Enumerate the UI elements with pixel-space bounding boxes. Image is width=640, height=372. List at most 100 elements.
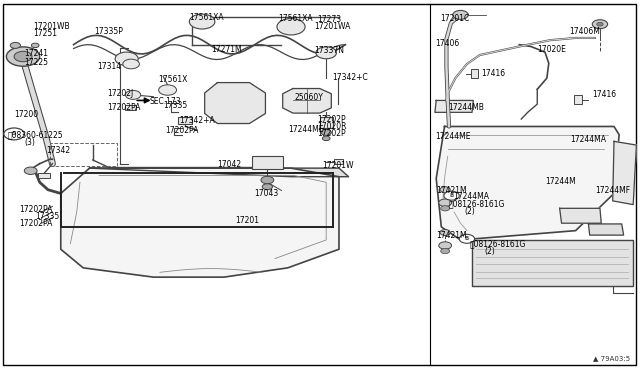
Text: ▲ 79A03:5: ▲ 79A03:5: [593, 355, 630, 361]
Circle shape: [460, 234, 475, 243]
Circle shape: [123, 59, 140, 69]
Circle shape: [262, 184, 273, 190]
Circle shape: [321, 129, 332, 135]
Text: 17201C: 17201C: [440, 14, 469, 23]
Text: 17314: 17314: [97, 62, 122, 71]
Polygon shape: [90, 168, 349, 177]
Text: 17244ME: 17244ME: [435, 132, 470, 141]
Text: 17201: 17201: [236, 216, 259, 225]
Text: Ⓢ08360-61225: Ⓢ08360-61225: [8, 130, 63, 139]
Circle shape: [440, 187, 451, 193]
Circle shape: [24, 167, 37, 174]
Polygon shape: [559, 208, 601, 223]
Text: 17202P: 17202P: [317, 129, 346, 138]
Circle shape: [441, 206, 450, 211]
Polygon shape: [283, 89, 332, 113]
Circle shape: [4, 128, 24, 140]
Text: B: B: [449, 193, 454, 198]
Text: 17244MA: 17244MA: [453, 192, 489, 201]
Text: 17416: 17416: [592, 90, 616, 99]
Text: (2): (2): [465, 207, 475, 216]
Circle shape: [444, 191, 460, 200]
Circle shape: [323, 136, 330, 141]
Polygon shape: [435, 100, 474, 112]
Text: 17335: 17335: [163, 101, 188, 110]
Polygon shape: [588, 224, 623, 235]
Text: 17342+C: 17342+C: [333, 73, 369, 82]
Circle shape: [277, 19, 305, 35]
Polygon shape: [61, 168, 339, 277]
Circle shape: [159, 85, 177, 95]
Text: 17244MA: 17244MA: [570, 135, 607, 144]
Text: 17202J: 17202J: [108, 89, 134, 98]
Text: 17342+A: 17342+A: [179, 116, 215, 125]
Text: 17241: 17241: [24, 49, 48, 58]
Text: B: B: [465, 236, 469, 241]
Text: 17421M: 17421M: [436, 186, 467, 195]
Text: 17201WA: 17201WA: [315, 22, 351, 31]
Text: 17271M: 17271M: [211, 45, 242, 54]
Text: 17202P: 17202P: [317, 115, 346, 124]
Text: 17020E: 17020E: [537, 45, 566, 54]
Text: 17244ME: 17244ME: [288, 125, 323, 134]
Text: 17342: 17342: [46, 146, 70, 155]
Circle shape: [439, 199, 452, 206]
Bar: [320, 117, 333, 128]
Circle shape: [115, 52, 138, 65]
Text: 17335P: 17335P: [95, 27, 124, 36]
Bar: [252, 156, 283, 169]
Text: S: S: [12, 131, 17, 137]
Bar: [178, 117, 192, 124]
Text: 17335: 17335: [35, 212, 60, 221]
Bar: [334, 159, 343, 164]
Text: 17561XA: 17561XA: [189, 13, 224, 22]
Circle shape: [441, 248, 450, 254]
Text: 17416: 17416: [481, 69, 505, 78]
Circle shape: [453, 10, 468, 19]
Circle shape: [439, 242, 452, 249]
Bar: [125, 105, 136, 110]
Text: 17244MF: 17244MF: [595, 186, 630, 195]
Text: 17337N: 17337N: [315, 46, 345, 55]
Text: 17273: 17273: [317, 15, 341, 24]
Text: 17244M: 17244M: [545, 177, 576, 186]
Circle shape: [10, 42, 20, 48]
Text: 17225: 17225: [24, 58, 48, 67]
Text: 17043: 17043: [255, 189, 279, 198]
Circle shape: [596, 22, 603, 26]
Bar: [471, 69, 479, 78]
Text: 17251: 17251: [33, 29, 57, 38]
Circle shape: [14, 51, 32, 62]
Circle shape: [261, 176, 274, 184]
Polygon shape: [205, 83, 266, 124]
Text: 17202PA: 17202PA: [108, 103, 141, 112]
Text: 17561XA: 17561XA: [278, 14, 313, 23]
Text: 17406M: 17406M: [569, 27, 600, 36]
Text: ⒲08126-8161G: ⒲08126-8161G: [470, 239, 527, 248]
Text: 17202PA: 17202PA: [19, 219, 52, 228]
Text: 17244MB: 17244MB: [448, 103, 484, 112]
Text: SEC.173: SEC.173: [149, 97, 180, 106]
Text: 25060Y: 25060Y: [294, 93, 323, 102]
Text: 17561X: 17561X: [159, 76, 188, 84]
Text: 17202PA: 17202PA: [165, 126, 198, 135]
Text: 17201WB: 17201WB: [33, 22, 70, 31]
Text: 17406: 17406: [435, 39, 459, 48]
Text: 17020R: 17020R: [317, 122, 347, 131]
Polygon shape: [436, 126, 619, 240]
Text: 17200: 17200: [14, 110, 38, 119]
Text: ⒲08126-8161G: ⒲08126-8161G: [449, 199, 506, 208]
Polygon shape: [612, 141, 636, 205]
Text: 17042: 17042: [218, 160, 241, 169]
Text: (2): (2): [485, 247, 495, 256]
Circle shape: [31, 43, 39, 48]
Bar: [38, 173, 50, 178]
Circle shape: [316, 47, 337, 59]
Circle shape: [592, 20, 607, 29]
Circle shape: [6, 47, 40, 66]
Bar: [50, 143, 117, 166]
Text: 17421M: 17421M: [436, 231, 467, 240]
Bar: [574, 95, 582, 104]
Text: 17202PA: 17202PA: [19, 205, 52, 214]
Text: 17201W: 17201W: [323, 161, 354, 170]
